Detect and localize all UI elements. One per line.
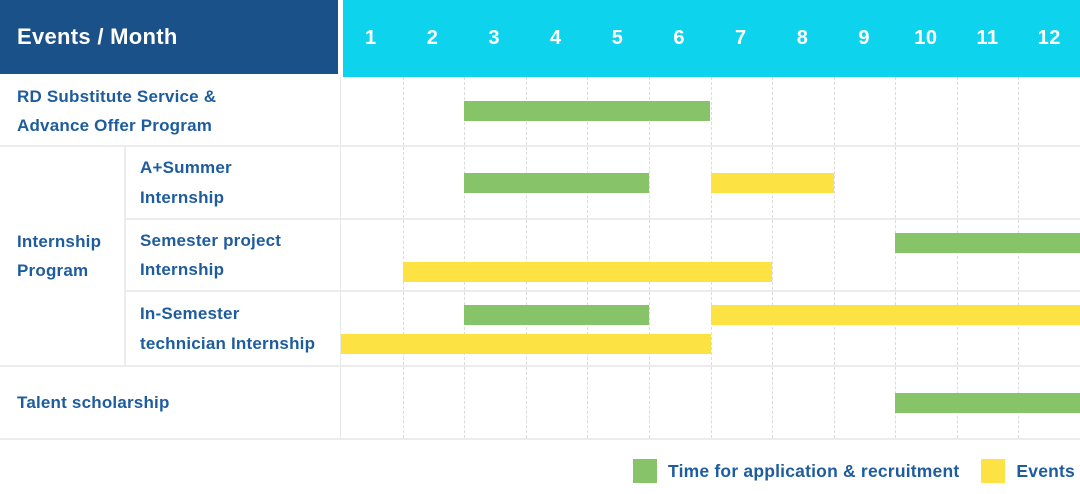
legend-item-events: Events xyxy=(981,459,1075,483)
month-gridline xyxy=(648,220,650,290)
month-gridline xyxy=(895,220,897,290)
month-header-9: 9 xyxy=(858,27,871,49)
month-header-3: 3 xyxy=(488,27,500,49)
month-gridline xyxy=(772,77,774,145)
bar-application-recruitment xyxy=(895,233,1080,253)
row-label-talent-scholarship: Talent scholarship xyxy=(0,367,340,440)
bar-application-recruitment xyxy=(464,101,711,121)
month-gridline xyxy=(772,292,774,365)
month-gridline xyxy=(525,220,527,290)
month-header-2: 2 xyxy=(426,27,439,49)
month-gridline xyxy=(648,367,650,438)
month-gridline xyxy=(956,220,958,290)
bar-events xyxy=(710,305,1080,325)
month-gridline xyxy=(525,292,527,365)
month-gridline xyxy=(587,292,589,365)
month-gridline xyxy=(1018,292,1020,365)
month-gridline xyxy=(648,292,650,365)
month-gridline xyxy=(402,220,404,290)
bar-events xyxy=(710,172,834,193)
row-label-in-semester-technician-internship: In-Semester technician Internship xyxy=(124,292,340,367)
month-header-8: 8 xyxy=(796,27,809,49)
row-label-semester-project-internship: Semester project Internship xyxy=(124,220,340,292)
events-swatch-icon xyxy=(981,459,1006,483)
legend-item-application: Time for application & recruitment xyxy=(633,459,959,483)
month-gridline xyxy=(402,147,404,218)
row-timeline xyxy=(340,220,1080,292)
month-gridline xyxy=(833,220,835,290)
month-gridline xyxy=(895,77,897,145)
legend-label-events: Events xyxy=(1016,460,1075,481)
row-timeline xyxy=(340,367,1080,440)
group-cell-internship-program: Internship Program xyxy=(0,147,124,367)
month-header-10: 10 xyxy=(914,27,938,49)
month-gridline xyxy=(648,147,650,218)
month-header-12: 12 xyxy=(1037,27,1061,49)
bar-events xyxy=(341,334,711,354)
month-gridline xyxy=(956,77,958,145)
events-month-header-label: Events / Month xyxy=(17,24,178,49)
month-header-6: 6 xyxy=(673,27,685,49)
month-gridline xyxy=(464,220,466,290)
month-gridline xyxy=(1018,77,1020,145)
month-gridline xyxy=(464,292,466,365)
month-gridline xyxy=(833,77,835,145)
table-body: RD Substitute Service & Advance Offer Pro… xyxy=(0,77,1080,440)
month-gridline xyxy=(402,367,404,438)
month-header-1: 1 xyxy=(365,27,377,49)
table-header-row: Events / Month 1 2 3 4 5 6 7 8 9 10 11 12 xyxy=(0,0,1080,77)
row-label-a-summer-internship: A+Summer Internship xyxy=(124,147,340,220)
month-gridline xyxy=(833,292,835,365)
month-gridline xyxy=(710,367,712,438)
row-timeline xyxy=(340,77,1080,147)
month-gridline xyxy=(402,292,404,365)
month-header-strip: 1 2 3 4 5 6 7 8 9 10 11 12 xyxy=(340,0,1080,77)
legend-label-application: Time for application & recruitment xyxy=(668,460,960,481)
row-timeline xyxy=(340,292,1080,367)
row-timeline xyxy=(340,147,1080,220)
month-gridline xyxy=(710,220,712,290)
header-divider xyxy=(338,0,343,77)
month-header-5: 5 xyxy=(611,27,624,49)
month-gridline xyxy=(525,367,527,438)
month-gridline xyxy=(1018,220,1020,290)
month-gridline xyxy=(833,367,835,438)
month-gridline xyxy=(587,220,589,290)
bar-application-recruitment xyxy=(464,305,649,325)
month-gridline xyxy=(895,292,897,365)
month-header-4: 4 xyxy=(550,27,562,49)
month-gridline xyxy=(772,220,774,290)
month-gridline xyxy=(956,292,958,365)
bar-events xyxy=(402,262,773,282)
month-gridline xyxy=(1018,147,1020,218)
month-header-7: 7 xyxy=(735,27,747,49)
month-gridline xyxy=(402,77,404,145)
row-label-rd-substitute-service-advance-offer-program: RD Substitute Service & Advance Offer Pro… xyxy=(0,77,340,147)
bar-application-recruitment xyxy=(464,172,649,193)
month-gridline xyxy=(895,147,897,218)
month-gridline xyxy=(710,77,712,145)
month-header-11: 11 xyxy=(976,27,999,49)
month-gridline xyxy=(587,367,589,438)
month-gridline xyxy=(710,292,712,365)
events-month-header-cell: Events / Month xyxy=(0,0,339,74)
month-gridline xyxy=(833,147,835,218)
month-gridline xyxy=(956,147,958,218)
month-gridline xyxy=(464,367,466,438)
bar-application-recruitment xyxy=(895,392,1080,413)
legend: Time for application & recruitment Event… xyxy=(633,459,1075,483)
month-gridline xyxy=(772,367,774,438)
application-swatch-icon xyxy=(633,459,658,483)
